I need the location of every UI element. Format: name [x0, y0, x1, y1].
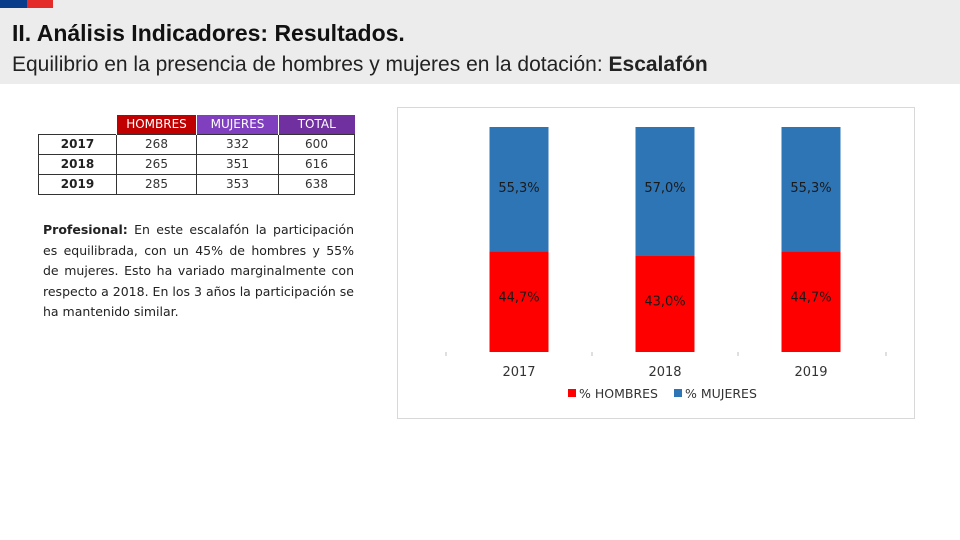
cell-total: 600 [278, 133, 355, 155]
cell-hombres: 268 [116, 133, 197, 155]
cell-mujeres: 353 [196, 173, 279, 195]
cell-hombres: 265 [116, 153, 197, 175]
stacked-bar-chart: 44,7% 55,3% 2017 43,0% 57,0% 2018 44,7% 55,3% 20… [445, 127, 887, 401]
data-label: 44,7% [790, 290, 831, 305]
legend-swatch-mujeres [674, 389, 682, 397]
legend-swatch-hombres [568, 389, 576, 397]
header-bar: II. Análisis Indicadores: Resultados. Eq… [0, 0, 960, 84]
subtitle-bold-text: Escalafón [608, 53, 708, 76]
data-label: 43,0% [644, 294, 685, 309]
data-label: 44,7% [498, 290, 539, 305]
flag-blue-stripe [0, 0, 27, 8]
paragraph-text: En este escalafón la participación es eq… [43, 222, 354, 320]
bar-mujeres [781, 127, 841, 252]
col-header-mujeres: MUJERES [196, 115, 279, 134]
table-row: 2019 285 353 638 [38, 173, 355, 195]
col-header-hombres: HOMBRES [116, 115, 197, 134]
cell-year: 2019 [38, 173, 117, 195]
table-header-row: HOMBRES MUJERES TOTAL [39, 115, 355, 134]
page-subtitle: Equilibrio en la presencia de hombres y … [12, 53, 708, 77]
cell-mujeres: 351 [196, 153, 279, 175]
cell-hombres: 285 [116, 173, 197, 195]
bar-hombres [781, 251, 841, 352]
cell-total: 638 [278, 173, 355, 195]
legend-label-hombres: % HOMBRES [579, 386, 658, 401]
paragraph-label: Profesional: [43, 222, 128, 237]
x-tick-label: 2018 [648, 365, 681, 380]
col-header-total: TOTAL [278, 115, 355, 134]
x-tick-label: 2019 [794, 365, 827, 380]
data-label: 55,3% [498, 181, 539, 196]
bar-hombres [635, 255, 695, 352]
legend-label-mujeres: % MUJERES [685, 386, 757, 401]
cell-year: 2018 [38, 153, 117, 175]
cell-year: 2017 [38, 133, 117, 155]
stats-table: HOMBRES MUJERES TOTAL 2017 268 332 600 2… [38, 115, 355, 195]
data-label: 57,0% [644, 181, 685, 196]
cell-total: 616 [278, 153, 355, 175]
flag-red-stripe [27, 0, 53, 8]
table-row: 2018 265 351 616 [38, 153, 355, 175]
bar-mujeres [635, 127, 695, 256]
chart-container: 44,7% 55,3% 2017 43,0% 57,0% 2018 44,7% 55,3% 20… [397, 107, 915, 419]
bar-mujeres [489, 127, 549, 252]
page-title: II. Análisis Indicadores: Resultados. [12, 20, 405, 46]
table-corner [39, 115, 117, 134]
data-label: 55,3% [790, 181, 831, 196]
table-row: 2017 268 332 600 [38, 133, 355, 155]
x-tick-label: 2017 [502, 365, 535, 380]
cell-mujeres: 332 [196, 133, 279, 155]
bar-hombres [489, 251, 549, 352]
subtitle-text: Equilibrio en la presencia de hombres y … [12, 53, 609, 76]
description-paragraph: Profesional: En este escalafón la partic… [43, 220, 354, 323]
